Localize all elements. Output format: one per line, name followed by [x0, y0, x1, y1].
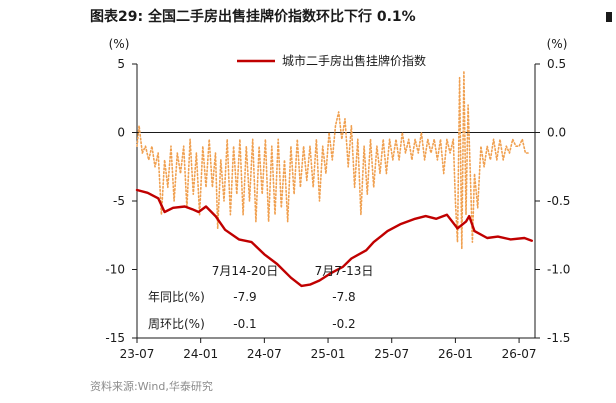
left-tick-label: -10 [105, 263, 125, 277]
annotation-col-header: 7月7-13日 [315, 264, 374, 278]
left-tick-label: 5 [117, 57, 125, 71]
main-series-layer [135, 188, 533, 288]
right-tick-label: -1.0 [547, 263, 570, 277]
legend-label: 城市二手房出售挂牌价指数 [282, 53, 426, 68]
x-tick-label: 24-07 [247, 347, 282, 361]
annotation-row-label: 周环比(%) [148, 317, 205, 331]
left-tick-label: -5 [113, 194, 125, 208]
figure-title: 图表29: 全国二手房出售挂牌价指数环比下行 0.1% [90, 9, 416, 25]
annotation-value: -0.1 [233, 317, 256, 331]
x-tick-label: 26-07 [502, 347, 537, 361]
right-tick-label: 0.5 [547, 57, 566, 71]
annotation-row-label: 年同比(%) [148, 290, 205, 304]
left-axis-unit: (%) [109, 37, 130, 51]
annotation-value: -7.9 [233, 290, 256, 304]
chart-legend: 城市二手房出售挂牌价指数 [237, 53, 426, 68]
x-tick-label: 25-01 [311, 347, 346, 361]
right-tick-label: 0.0 [547, 126, 566, 140]
edge-fragment [606, 12, 612, 22]
right-tick-label: -1.5 [547, 331, 570, 345]
annotation-value: -7.8 [332, 290, 355, 304]
dotted-series-layer [136, 70, 531, 250]
x-tick-label: 26-01 [438, 347, 473, 361]
x-tick-label: 23-07 [120, 347, 155, 361]
series-line-main [135, 188, 533, 288]
left-tick-label: -15 [105, 331, 125, 345]
series-line-dotted [136, 70, 531, 250]
left-tick-label: 0 [117, 126, 125, 140]
chart-axes: (%) (%) 5 0 -5 -10 -15 0.5 0.0 -0.5 -1.0 -1.5 23-07 2… [105, 37, 570, 361]
right-axis-unit: (%) [547, 37, 568, 51]
x-tick-label: 24-01 [183, 347, 218, 361]
annotation-col-header: 7月14-20日 [212, 264, 279, 278]
x-tick-label: 25-07 [374, 347, 409, 361]
right-tick-label: -0.5 [547, 194, 570, 208]
annotation-value: -0.2 [332, 317, 355, 331]
source-note: 资料来源:Wind,华泰研究 [90, 380, 213, 393]
